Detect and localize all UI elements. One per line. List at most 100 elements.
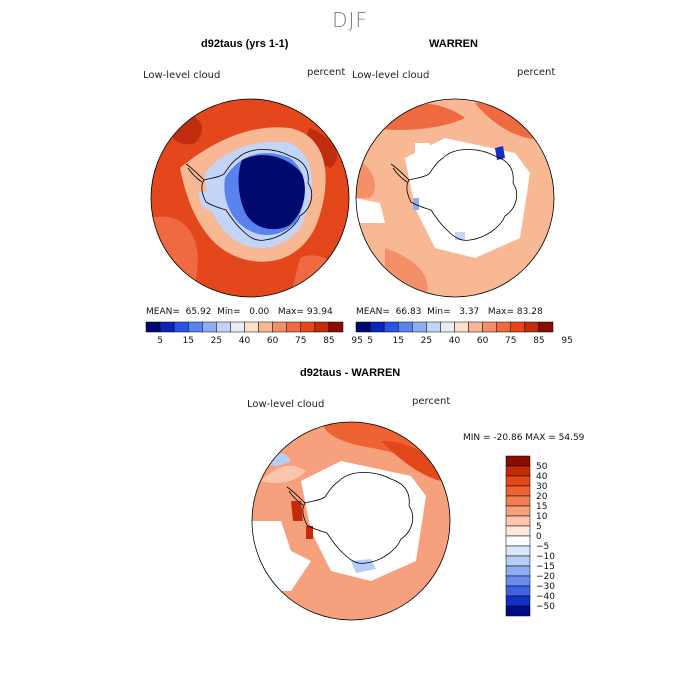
panel3-colorbar-tick-label: 30 (536, 482, 548, 492)
panel1-colorbar-tick-label: 85 (323, 336, 334, 346)
panel2-colorbar-tick-label: 25 (421, 336, 432, 346)
panel2-polar-map (355, 98, 555, 298)
panel3-colorbar-tick-label: −30 (536, 582, 555, 592)
panel1-colorbar-swatch (230, 321, 245, 333)
panel3-minmax: MIN = -20.86 MAX = 54.59 (463, 433, 585, 443)
panel2-variable-label: Low-level cloud (352, 70, 430, 81)
panel3-title: d92taus - WARREN (300, 367, 401, 379)
panel1-colorbar-tick-label: 15 (182, 336, 193, 346)
panel1-map-border (150, 98, 350, 298)
panel3-colorbar-swatch (505, 465, 531, 477)
panel3-colorbar-tick-label: −40 (536, 592, 555, 602)
panel3-colorbar-tick-label: 0 (536, 532, 542, 542)
panel2-colorbar-swatch (510, 321, 526, 333)
panel2-colorbar-swatch (524, 321, 540, 333)
panel3-colorbar-swatch (505, 515, 531, 527)
panel3-colorbar-swatch (505, 565, 531, 577)
panel3-colorbar-swatch (505, 455, 531, 467)
panel2-colorbar-tick-label: 85 (533, 336, 544, 346)
panel1-field-contour (238, 155, 305, 230)
panel3-colorbar-swatch (505, 545, 531, 557)
panel3-colorbar-swatch (505, 495, 531, 507)
panel1-colorbar-tick-label: 60 (267, 336, 279, 346)
panel1-polar-map (150, 98, 350, 298)
panel2-colorbar-swatch (383, 321, 399, 333)
panel1-colorbar-tick-label: 75 (295, 336, 306, 346)
panel1-colorbar-swatch (314, 321, 330, 333)
panel2-colorbar-tick-label: 5 (367, 336, 373, 346)
panel2-antarctica-coastline (390, 149, 518, 241)
panel1-units-label: percent (307, 67, 346, 78)
panel2-missing-region (356, 198, 385, 223)
panel1-min-label: Min= (217, 307, 241, 317)
panel2-units-label: percent (517, 67, 556, 78)
panel3-colorbar-swatch (505, 475, 531, 487)
panel1-colorbar-tick-label: 25 (211, 336, 222, 346)
panel3-colorbar-swatch (505, 595, 531, 607)
panel2-colorbar-swatch (538, 321, 554, 333)
panel3-field-patch (381, 441, 441, 481)
panel1-colorbar-swatch (300, 321, 316, 333)
panel2-colorbar-swatch (482, 321, 497, 333)
panel1-colorbar-swatch (258, 321, 273, 333)
panel3-colorbar-tick-label: 20 (536, 492, 548, 502)
panel2-colorbar-swatch (397, 321, 413, 333)
panel1-colorbar-swatch (145, 321, 161, 333)
season-title: DJF (332, 8, 368, 32)
panel1-colorbar-tick-label: 40 (239, 336, 251, 346)
panel2-stats: MEAN= 66.83 Min= 3.37 Max= 83.28 (356, 307, 543, 317)
panel2-min-label: Min= (427, 307, 451, 317)
panel1-colorbar-swatch (328, 321, 344, 333)
panel3-colorbar-tick-label: −20 (536, 572, 555, 582)
panel1-max-value: 93.94 (306, 307, 333, 317)
panel2-max-label: Max= (487, 307, 515, 317)
panel1-colorbar-swatch (272, 321, 287, 333)
panel2-colorbar-swatch (496, 321, 512, 333)
panel2-missing-region (415, 143, 430, 158)
panel2-title: WARREN (429, 38, 478, 50)
panel1-colorbar-swatch (187, 321, 203, 333)
panel2-min-value: 3.37 (459, 307, 480, 317)
panel3-colorbar-swatch (505, 505, 531, 517)
panel3-colorbar-tick-label: 15 (536, 502, 547, 512)
panel2-field-contour (455, 232, 465, 240)
panel2-colorbar-swatch (468, 321, 483, 333)
panel2-colorbar-tick-label: 15 (392, 336, 403, 346)
panel1-colorbar-swatch (286, 321, 302, 333)
panel2-max-value: 83.28 (516, 307, 543, 317)
panel1-mean-value: 65.92 (185, 307, 212, 317)
panel3-colorbar-swatch (505, 525, 531, 537)
panel2-colorbar-swatch (355, 321, 371, 333)
panel3-colorbar-tick-label: −15 (536, 562, 555, 572)
panel3-colorbar-swatch (505, 555, 531, 567)
panel3-colorbar-swatch (505, 485, 531, 497)
panel2-field-contour (413, 198, 419, 210)
panel1-colorbar-swatch (202, 321, 217, 333)
panel3-colorbar-tick-label: 5 (536, 522, 542, 532)
panel1-title: d92taus (yrs 1-1) (201, 38, 289, 50)
panel3-colorbar-tick-label: −10 (536, 552, 555, 562)
panel2-colorbar-tick-label: 40 (449, 336, 461, 346)
panel3-units-label: percent (412, 396, 451, 407)
panel2-map-border (355, 98, 555, 298)
panel1-colorbar-swatch (244, 321, 259, 333)
panel3-colorbar-swatch (505, 535, 531, 547)
panel2-colorbar: 5 15 25 40 60 75 85 95 (355, 321, 573, 346)
panel3-field-patch (261, 465, 306, 483)
panel2-colorbar-swatch (369, 321, 385, 333)
panel2-mean-value: 66.83 (395, 307, 422, 317)
panel2-colorbar-swatch (426, 321, 441, 333)
panel2-colorbar-tick-label: 60 (477, 336, 489, 346)
panel3-colorbar-tick-label: 10 (536, 512, 548, 522)
panel3-variable-label: Low-level cloud (247, 399, 325, 410)
panel1-colorbar-swatch (216, 321, 231, 333)
panel3-antarctica-coastline (286, 472, 414, 564)
panel2-colorbar-swatch (412, 321, 427, 333)
panel1-variable-label: Low-level cloud (143, 70, 221, 81)
panel1-colorbar-swatch (159, 321, 175, 333)
panel3-colorbar-tick-label: −50 (536, 602, 555, 612)
panel1-stats: MEAN= 65.92 Min= 0.00 Max= 93.94 (146, 307, 333, 317)
panel1-antarctica-coastline (185, 149, 313, 241)
panel1-colorbar-swatch (173, 321, 189, 333)
